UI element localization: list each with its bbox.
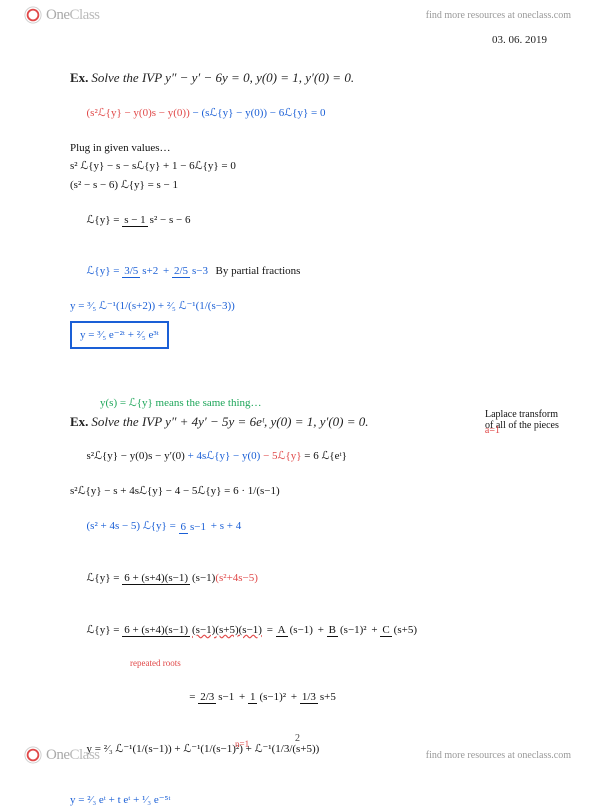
- logo: OneClass: [24, 6, 100, 24]
- bot-b: (s²+4s−5): [215, 572, 258, 584]
- ex1-line7: y = ³⁄₅ ℒ⁻¹(1/(s+2)) + ²⁄₅ ℒ⁻¹(1/(s−3)): [70, 298, 555, 315]
- ex2-heading: Ex. Solve the IVP y″ + 4y′ − 5y = 6eᵗ, y…: [70, 414, 555, 430]
- t: 2/3: [198, 691, 216, 704]
- ex1-line2: Plug in given values…: [70, 140, 555, 157]
- ex1-line5-lhs: ℒ{y} =: [87, 214, 123, 226]
- l1b: + 4sℒ{y} − y(0): [185, 450, 261, 462]
- b: (s−1): [288, 624, 315, 636]
- frac: 6s−1: [179, 519, 208, 536]
- ex1-answer: y = ³⁄₅ e⁻²ᵗ + ²⁄₅ e³ᵗ: [80, 329, 159, 341]
- logo-icon: [24, 6, 42, 24]
- l1c: − 5ℒ{y}: [260, 450, 301, 462]
- t: B: [327, 624, 338, 637]
- ex2-line1: s²ℒ{y} − y(0)s − y′(0) + 4sℒ{y} − y(0) −…: [70, 432, 555, 482]
- content: Ex. Solve the IVP y″ − y′ − 6y = 0, y(0)…: [70, 70, 555, 811]
- page-header: OneClass find more resources at oneclass…: [0, 0, 595, 30]
- plus: +: [160, 265, 172, 277]
- frac: 2/5s−3: [172, 263, 210, 280]
- ex1-problem: Solve the IVP y″ − y′ − 6y = 0, y(0) = 1…: [91, 70, 354, 85]
- bot-a: (s−1): [192, 572, 215, 584]
- logo-text: OneClass: [46, 7, 100, 24]
- t: A: [276, 624, 288, 637]
- ex-label: Ex.: [70, 414, 88, 429]
- ex2-side-a: a=1: [485, 425, 500, 436]
- logo-icon: [24, 746, 42, 764]
- t: C: [380, 624, 391, 637]
- l1d: = 6 ℒ{eᵗ}: [302, 450, 347, 462]
- ex1-heading: Ex. Solve the IVP y″ − y′ − 6y = 0, y(0)…: [70, 70, 555, 86]
- side-top: Laplace transform: [485, 409, 558, 420]
- logo-class: Class: [70, 747, 100, 763]
- b: (s−1)²: [338, 624, 369, 636]
- footer-tagline[interactable]: find more resources at oneclass.com: [426, 750, 571, 761]
- frac-top: 6: [179, 521, 189, 534]
- frac: 6 + (s+4)(s−1)(s−1)(s²+4s−5): [122, 570, 260, 587]
- logo-text: OneClass: [46, 747, 100, 764]
- frac: 2/3s−1: [198, 689, 236, 706]
- b: s+5: [318, 691, 338, 703]
- frac-top: 3/5: [122, 265, 140, 278]
- logo-one: One: [46, 7, 70, 23]
- t: 1/3: [300, 691, 318, 704]
- ex1-line3: s² ℒ{y} − s − sℒ{y} + 1 − 6ℒ{y} = 0: [70, 158, 555, 175]
- page-footer: OneClass find more resources at oneclass…: [0, 740, 595, 770]
- b: (s−1)²: [257, 691, 288, 703]
- ex2-problem: Solve the IVP y″ + 4y′ − 5y = 6eᵗ, y(0) …: [91, 414, 368, 429]
- frac-top: 6 + (s+4)(s−1): [122, 572, 190, 585]
- frac-bot: s−3: [190, 265, 210, 277]
- ex1-line6-lhs: ℒ{y} =: [87, 265, 123, 277]
- l3rhs: + s + 4: [208, 520, 241, 532]
- frac: 3/5s+2: [122, 263, 160, 280]
- page-date: 03. 06. 2019: [492, 34, 547, 46]
- frac-top: 2/5: [172, 265, 190, 278]
- ex1-line6: ℒ{y} = 3/5s+2 + 2/5s−3 By partial fracti…: [70, 247, 555, 297]
- frac-A: A(s−1): [276, 622, 315, 639]
- ex1-line1-left: (s²ℒ{y} − y(0)s − y(0)): [87, 107, 190, 119]
- frac-bot: s−1: [188, 521, 208, 533]
- answer-box: y = ³⁄₅ e⁻²ᵗ + ²⁄₅ e³ᵗ: [70, 321, 169, 350]
- frac-top: 6 + (s+4)(s−1): [122, 624, 190, 637]
- frac-top: s − 1: [122, 214, 147, 227]
- ex2-line5: ℒ{y} = 6 + (s+4)(s−1)(s−1)(s+5)(s−1) = A…: [70, 605, 555, 655]
- l3lhs: (s² + 4s − 5) ℒ{y} =: [87, 520, 179, 532]
- b: s−1: [216, 691, 236, 703]
- ex-label: Ex.: [70, 70, 88, 85]
- frac: 1/3s+5: [300, 689, 338, 706]
- frac-bot: s+2: [140, 265, 160, 277]
- ex1-line6-note: By partial fractions: [210, 265, 300, 277]
- ex2-answer: y = ²⁄₃ eᵗ + t eᵗ + ¹⁄₃ e⁻⁵ᵗ: [70, 792, 555, 809]
- eq: =: [264, 624, 276, 636]
- frac-bot: (s−1)(s²+4s−5): [190, 572, 260, 584]
- l1a: s²ℒ{y} − y(0)s − y′(0): [87, 450, 185, 462]
- example-1: Ex. Solve the IVP y″ − y′ − 6y = 0, y(0)…: [70, 70, 555, 349]
- ex1-line5: ℒ{y} = s − 1s² − s − 6: [70, 195, 555, 245]
- ex1-line1: (s²ℒ{y} − y(0)s − y(0)) − (sℒ{y} − y(0))…: [70, 88, 555, 138]
- ex2-line2: s²ℒ{y} − s + 4sℒ{y} − 4 − 5ℒ{y} = 6 · 1/…: [70, 483, 555, 500]
- ex2-side-laplace: Laplace transform of all of the pieces: [485, 409, 585, 431]
- eq: =: [187, 691, 199, 703]
- frac-bot: (s−1)(s+5)(s−1): [190, 624, 264, 636]
- b: (s+5): [392, 624, 419, 636]
- repeated-roots-note: repeated roots: [130, 657, 555, 671]
- ex2-line4: ℒ{y} = 6 + (s+4)(s−1)(s−1)(s²+4s−5): [70, 554, 555, 604]
- frac-B: B(s−1)²: [327, 622, 369, 639]
- logo: OneClass: [24, 746, 100, 764]
- frac-bot: s² − s − 6: [148, 214, 193, 226]
- frac: 1(s−1)²: [248, 689, 288, 706]
- frac-C: C(s+5): [380, 622, 419, 639]
- ex2-line3: (s² + 4s − 5) ℒ{y} = 6s−1 + s + 4: [70, 502, 555, 552]
- l4lhs: ℒ{y} =: [87, 572, 123, 584]
- logo-one: One: [46, 747, 70, 763]
- l5lhs: ℒ{y} =: [87, 624, 123, 636]
- header-tagline[interactable]: find more resources at oneclass.com: [426, 10, 571, 21]
- ex1-line4: (s² − s − 6) ℒ{y} = s − 1: [70, 177, 555, 194]
- logo-class: Class: [70, 7, 100, 23]
- ex1-line5-frac: s − 1s² − s − 6: [122, 212, 192, 229]
- ex2-line6: = 2/3s−1 + 1(s−1)² + 1/3s+5: [170, 673, 555, 723]
- ex1-line1-right: − (sℒ{y} − y(0)) − 6ℒ{y} = 0: [190, 107, 326, 119]
- frac: 6 + (s+4)(s−1)(s−1)(s+5)(s−1): [122, 622, 264, 639]
